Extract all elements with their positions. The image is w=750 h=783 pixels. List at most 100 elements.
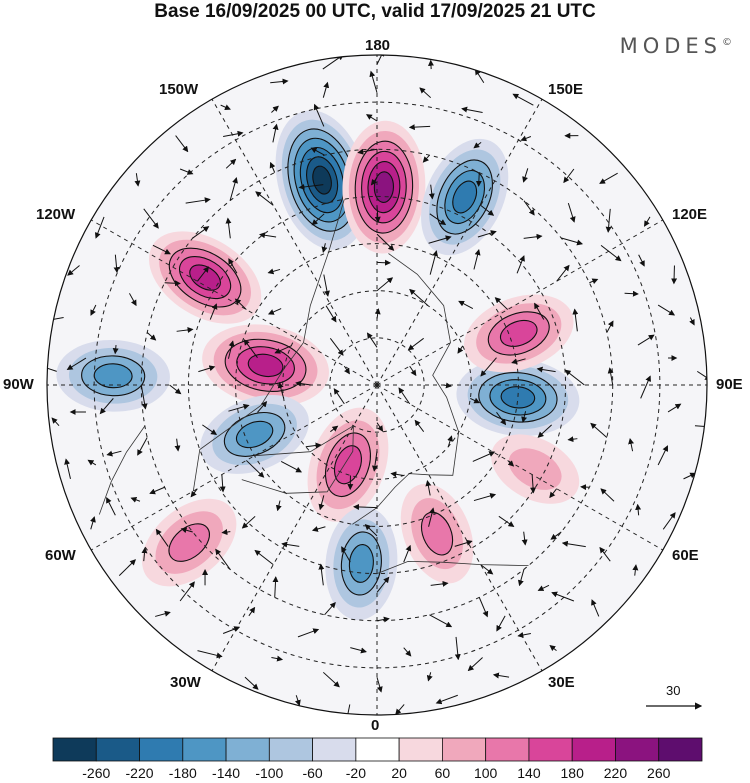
wind-arrow	[341, 546, 351, 563]
wind-arrow	[516, 255, 525, 274]
wind-arrow	[567, 436, 578, 443]
wind-arrow	[549, 488, 558, 499]
meridian-line	[376, 78, 555, 386]
anomaly-pos-kazakhstan	[491, 434, 580, 504]
wind-arrow	[174, 438, 181, 452]
wind-arrow	[197, 650, 223, 659]
colorbar-tick-label: 180	[560, 765, 584, 781]
wind-arrow	[234, 298, 247, 310]
wind-arrow	[600, 488, 615, 502]
wind-arrow	[185, 197, 211, 204]
anomaly-neg-greenland-w	[200, 395, 309, 474]
anomaly-contour	[247, 353, 284, 378]
wind-arrow	[374, 308, 381, 320]
wind-arrow	[269, 161, 276, 173]
wind-arrow	[227, 340, 235, 359]
meridian-line	[376, 384, 684, 563]
wind-arrow	[520, 135, 532, 142]
wind-arrow	[461, 106, 483, 113]
wind-arrow	[143, 208, 159, 229]
wind-arrow	[215, 548, 231, 570]
wind-arrow	[322, 81, 330, 98]
wind-arrow	[90, 516, 96, 530]
wind-arrow	[118, 559, 137, 576]
wind-arrow	[422, 154, 430, 163]
wind-arrow	[350, 647, 367, 654]
coastline	[376, 560, 529, 574]
wind-arrow	[494, 297, 508, 310]
colorbar-swatch	[615, 737, 660, 762]
wind-arrow	[175, 135, 189, 153]
wind-arrow	[64, 458, 71, 479]
wind-arrow	[222, 626, 241, 634]
wind-arrow	[561, 237, 584, 246]
colorbar-tick-label: 20	[391, 765, 407, 781]
wind-arrow	[267, 268, 281, 275]
wind-arrow	[429, 250, 439, 275]
wind-arrow	[99, 398, 114, 415]
colorbar-swatch	[398, 737, 443, 762]
wind-arrow	[228, 258, 238, 274]
wind-arrow	[298, 183, 324, 190]
wind-arrow	[274, 345, 292, 354]
wind-arrow	[364, 524, 378, 537]
wind-arrow	[478, 597, 489, 618]
wind-arrow	[473, 492, 497, 502]
wind-arrow	[477, 230, 497, 238]
wind-arrow	[90, 304, 97, 316]
wind-arrow	[257, 400, 268, 413]
wind-arrow	[209, 303, 218, 320]
wind-arrow	[567, 202, 576, 223]
map-border	[46, 54, 708, 716]
wind-arrow	[134, 173, 141, 187]
wind-arrow	[255, 191, 274, 206]
wind-arrow	[512, 93, 534, 106]
wind-arrow	[155, 528, 169, 547]
wind-arrow	[318, 495, 325, 511]
lon-label-30w: 30W	[170, 674, 201, 691]
wind-arrow	[311, 526, 326, 532]
wind-arrow	[94, 216, 105, 239]
wind-arrow	[632, 564, 639, 576]
wind-arrow	[599, 172, 618, 184]
wind-arrow	[511, 358, 526, 365]
colorbar-tick-label: -260	[82, 765, 111, 781]
wind-arrow	[329, 338, 344, 356]
wind-arrow	[644, 216, 651, 227]
wind-arrow	[635, 503, 642, 516]
wind-arrow	[657, 445, 668, 466]
wind-arrow	[428, 184, 435, 200]
wind-arrow	[409, 365, 417, 377]
wind-arrow	[152, 244, 171, 255]
wind-arrow	[563, 168, 575, 184]
wind-arrow	[429, 614, 453, 628]
wind-arrow	[414, 419, 425, 432]
wind-arrow	[403, 647, 412, 657]
latitude-circle	[329, 337, 425, 433]
anomaly-fields	[47, 55, 707, 715]
wind-arrow	[638, 254, 645, 267]
wind-arrow	[149, 486, 165, 495]
wind-arrow	[137, 437, 148, 456]
wind-arrow	[480, 357, 497, 377]
coastline	[192, 199, 345, 492]
wind-arrow	[322, 671, 340, 688]
anomaly-pos-canada-west	[148, 231, 262, 324]
wind-arrow	[106, 450, 122, 457]
wind-arrow	[492, 672, 510, 679]
wind-arrow	[550, 531, 562, 540]
wind-arrow	[297, 628, 320, 638]
wind-arrow	[169, 384, 182, 395]
wind-arrow	[228, 403, 250, 412]
wind-arrow	[430, 580, 449, 587]
wind-arrow	[357, 148, 378, 155]
wind-arrow	[254, 549, 274, 566]
wind-arrow	[640, 375, 651, 399]
anomaly-contour	[452, 180, 478, 214]
wind-arrow	[551, 591, 575, 602]
wind-arrow	[561, 540, 586, 548]
wind-arrow	[164, 280, 181, 287]
anomaly-contour	[333, 445, 362, 485]
wind-arrow	[523, 200, 535, 216]
